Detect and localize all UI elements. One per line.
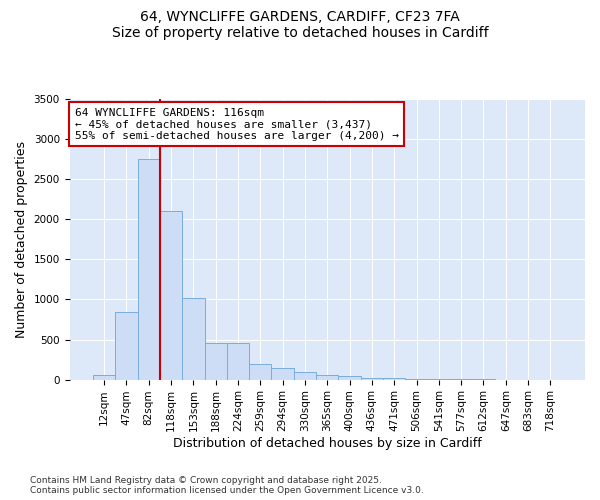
Bar <box>294 372 316 380</box>
Bar <box>182 298 205 380</box>
Text: 64, WYNCLIFFE GARDENS, CARDIFF, CF23 7FA
Size of property relative to detached h: 64, WYNCLIFFE GARDENS, CARDIFF, CF23 7FA… <box>112 10 488 40</box>
Bar <box>205 342 227 380</box>
Bar <box>249 364 271 380</box>
Bar <box>383 378 406 380</box>
Bar <box>115 312 137 380</box>
X-axis label: Distribution of detached houses by size in Cardiff: Distribution of detached houses by size … <box>173 437 482 450</box>
Bar <box>271 368 294 380</box>
Text: Contains HM Land Registry data © Crown copyright and database right 2025.
Contai: Contains HM Land Registry data © Crown c… <box>30 476 424 495</box>
Bar <box>137 160 160 380</box>
Bar <box>93 375 115 380</box>
Bar <box>227 342 249 380</box>
Bar <box>406 379 428 380</box>
Bar <box>160 212 182 380</box>
Text: 64 WYNCLIFFE GARDENS: 116sqm
← 45% of detached houses are smaller (3,437)
55% of: 64 WYNCLIFFE GARDENS: 116sqm ← 45% of de… <box>74 108 398 141</box>
Bar <box>361 378 383 380</box>
Y-axis label: Number of detached properties: Number of detached properties <box>15 141 28 338</box>
Bar <box>338 376 361 380</box>
Bar <box>316 375 338 380</box>
